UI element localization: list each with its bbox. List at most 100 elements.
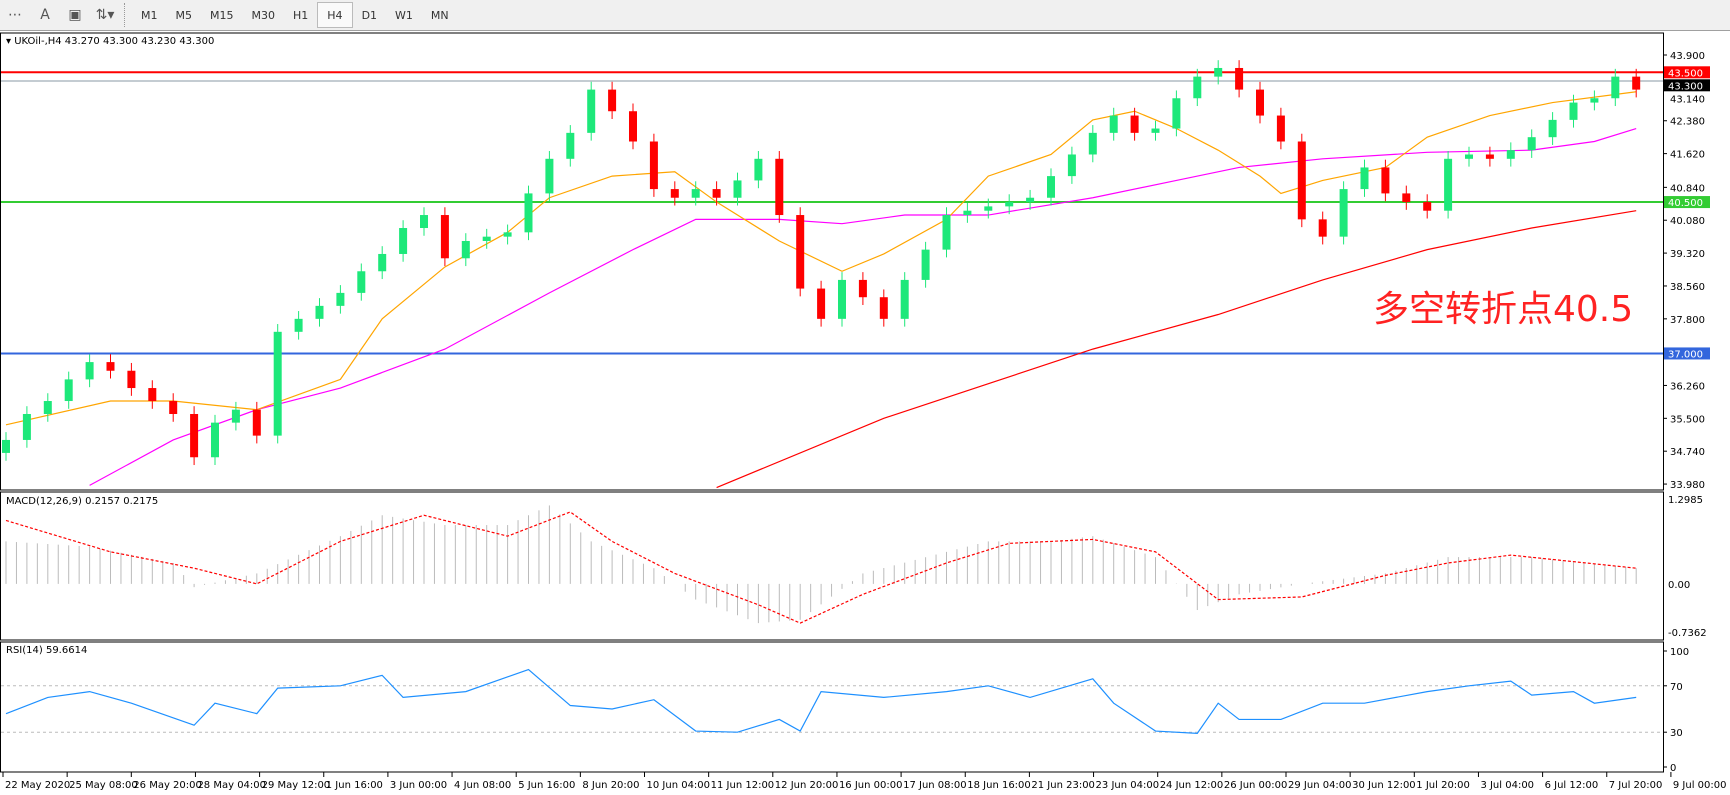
candle-bull <box>900 279 909 319</box>
timeframe-w1[interactable]: W1 <box>395 8 413 22</box>
price-tick-label: 43.900 <box>1670 51 1705 62</box>
symbol-header: ▾ UKOil-,H4 43.270 43.300 43.230 43.300 <box>6 36 215 47</box>
candle-bull <box>482 236 491 241</box>
time-label: 9 Jul 00:00 <box>1673 780 1727 791</box>
candle-bull <box>315 305 324 319</box>
candle-bull <box>461 240 470 259</box>
candle-bull <box>503 232 512 237</box>
time-label: 21 Jun 23:00 <box>1031 780 1095 791</box>
candle-bull <box>733 180 742 198</box>
timeframe-m1[interactable]: M1 <box>141 8 158 22</box>
rsi-tick-label: 30 <box>1670 728 1683 739</box>
ma-slow-line <box>716 210 1637 489</box>
candle-bull <box>921 249 930 280</box>
grid-icon[interactable]: ⋯ <box>8 7 22 23</box>
time-label: 12 Jun 20:00 <box>775 780 839 791</box>
candle-bear <box>440 215 449 259</box>
candle-bear <box>1256 89 1264 116</box>
candle-bull <box>64 379 73 402</box>
candle-bear <box>1276 115 1285 142</box>
time-label: 30 Jun 12:00 <box>1352 780 1416 791</box>
price-tick-label: 43.140 <box>1670 94 1705 105</box>
price-tick-label: 34.740 <box>1670 447 1705 458</box>
time-label: 1 Jun 16:00 <box>326 780 383 791</box>
candle-bull <box>545 158 554 194</box>
timeframe-m15[interactable]: M15 <box>210 8 234 22</box>
level-price-label: 37.000 <box>1668 349 1703 360</box>
candle-bull <box>399 228 408 254</box>
macd-tick-label: -0.7362 <box>1668 628 1707 639</box>
rsi-tick-label: 100 <box>1670 647 1689 658</box>
candle-bull <box>85 362 94 380</box>
text-box-icon[interactable]: ▣ <box>68 7 82 23</box>
price-tick-label: 41.620 <box>1670 150 1705 161</box>
candle-bull <box>963 210 972 216</box>
candle-bull <box>1611 76 1620 99</box>
timeframe-mn[interactable]: MN <box>430 8 449 22</box>
timeframe-m5[interactable]: M5 <box>175 8 193 22</box>
time-label: 26 Jun 00:00 <box>1224 780 1288 791</box>
time-label: 1 Jul 20:00 <box>1416 780 1470 791</box>
candle-bull <box>1193 76 1202 99</box>
candle-bull <box>754 158 763 181</box>
macd-header: MACD(12,26,9) 0.2157 0.2175 <box>6 496 159 507</box>
chart-area[interactable]: 43.900 43.500 43.300 43.140 42.380 41.620 40.8… <box>0 31 1730 795</box>
candle-bull <box>420 215 428 229</box>
candle-bull <box>942 215 951 250</box>
level-label-bg <box>1664 66 1710 79</box>
time-label: 5 Jun 16:00 <box>518 780 575 791</box>
candle-bear <box>858 279 867 298</box>
candle-bear <box>649 141 658 190</box>
price-tick-label: 38.560 <box>1670 282 1705 293</box>
candle-bull <box>1172 98 1181 129</box>
timeframe-h1[interactable]: H1 <box>293 8 309 22</box>
candle-bull <box>1067 154 1076 177</box>
candle-bull <box>43 401 52 414</box>
candle-bull <box>1005 202 1014 207</box>
timeframe-d1[interactable]: D1 <box>361 8 378 22</box>
candle-bear <box>1632 76 1641 90</box>
candle-bull <box>566 132 575 159</box>
time-label: 25 May 08:00 <box>69 780 138 791</box>
time-label: 8 Jun 20:00 <box>582 780 639 791</box>
time-label: 4 Jun 08:00 <box>454 780 511 791</box>
candle-bull <box>524 193 533 233</box>
candle-bull <box>22 413 31 440</box>
rsi-line <box>5 668 1637 734</box>
price-tick-label: 40.080 <box>1670 216 1705 227</box>
timeframe-h4[interactable]: H4 <box>317 2 353 28</box>
price-tick-label: 39.320 <box>1670 249 1705 260</box>
candle-bear <box>712 189 721 198</box>
candle-bull <box>211 422 219 458</box>
candle-bear <box>1297 141 1306 220</box>
candle-bull <box>1569 102 1578 120</box>
toolbar-separator <box>124 3 128 27</box>
candle-bear <box>106 362 115 371</box>
candle-bull <box>838 279 846 319</box>
candle-bull <box>1339 189 1348 237</box>
ma-mid-line <box>89 127 1637 486</box>
candle-bull <box>1506 150 1515 159</box>
price-tick-label: 35.500 <box>1670 414 1705 425</box>
candle-bear <box>169 401 178 414</box>
candle-bull <box>691 189 700 198</box>
level-price-label: 43.300 <box>1668 81 1703 92</box>
candle-bear <box>148 388 157 402</box>
timeframe-m30[interactable]: M30 <box>251 8 276 22</box>
text-label-icon[interactable]: A <box>40 7 50 23</box>
time-label: 29 Jun 04:00 <box>1288 780 1352 791</box>
symbol-info: UKOil-,H4 43.270 43.300 43.230 43.300 <box>14 36 215 47</box>
toolbar: ⋯ A ▣ ⇅▾ M1 M5 M15 M30 H1 H4 D1 W1 MN <box>0 0 1730 31</box>
candle-bull <box>2 439 10 453</box>
time-label: 18 Jun 16:00 <box>967 780 1031 791</box>
level-price-label: 40.500 <box>1668 198 1703 209</box>
candle-bear <box>190 413 199 458</box>
time-label: 16 Jun 00:00 <box>839 780 903 791</box>
candle-bull <box>1047 176 1055 198</box>
time-label: 28 May 04:00 <box>197 780 266 791</box>
macd-tick-label: 1.2985 <box>1668 495 1703 506</box>
time-label: 24 Jun 12:00 <box>1160 780 1224 791</box>
arrows-icon[interactable]: ⇅▾ <box>95 7 115 23</box>
candle-bear <box>1318 219 1327 237</box>
price-tick-label: 37.800 <box>1670 315 1705 326</box>
